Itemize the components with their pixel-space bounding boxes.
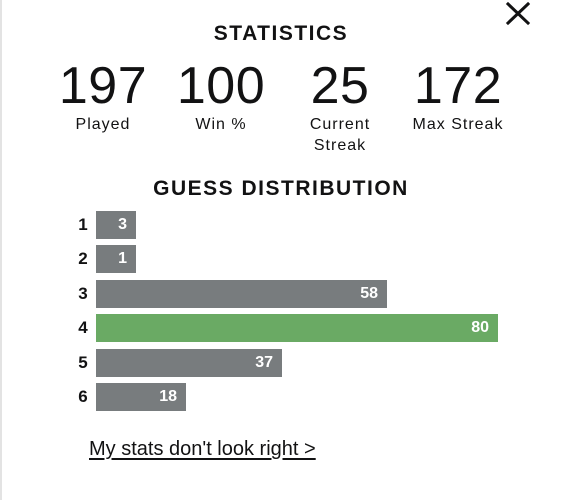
distribution-bar: 37 bbox=[96, 349, 282, 377]
distribution-bar: 58 bbox=[96, 280, 387, 308]
guess-number: 2 bbox=[78, 249, 88, 268]
close-button[interactable] bbox=[501, 0, 535, 30]
stat-value: 197 bbox=[58, 57, 148, 115]
stat-value: 100 bbox=[176, 57, 266, 115]
modal-left-edge bbox=[0, 0, 2, 500]
guess-number: 5 bbox=[78, 353, 88, 372]
stat-value: 172 bbox=[413, 57, 503, 115]
stats-help-link[interactable]: My stats don't look right > bbox=[89, 438, 316, 460]
stat-label: Played bbox=[75, 116, 131, 133]
distribution-bar: 3 bbox=[96, 211, 136, 239]
distribution-bar: 1 bbox=[96, 245, 136, 273]
stat-current-streak: 25 Current Streak bbox=[298, 58, 382, 156]
guess-distribution-title: GUESS DISTRIBUTION bbox=[153, 177, 409, 200]
distribution-bar: 80 bbox=[96, 314, 498, 342]
distribution-bar: 18 bbox=[96, 383, 186, 411]
statistics-title: STATISTICS bbox=[213, 22, 349, 45]
close-icon bbox=[505, 1, 531, 26]
stat-label: Max Streak bbox=[412, 116, 504, 133]
guess-number: 4 bbox=[78, 318, 88, 337]
guess-number: 6 bbox=[78, 387, 88, 406]
stat-win-percent: 100 Win % bbox=[173, 58, 269, 135]
stat-label: Win % bbox=[195, 116, 247, 133]
stat-value: 25 bbox=[310, 57, 370, 115]
guess-number: 3 bbox=[78, 284, 88, 303]
stat-played: 197 Played bbox=[56, 58, 150, 135]
stat-max-streak: 172 Max Streak bbox=[404, 58, 512, 135]
guess-number: 1 bbox=[78, 215, 88, 234]
stat-label: Current Streak bbox=[309, 116, 371, 154]
